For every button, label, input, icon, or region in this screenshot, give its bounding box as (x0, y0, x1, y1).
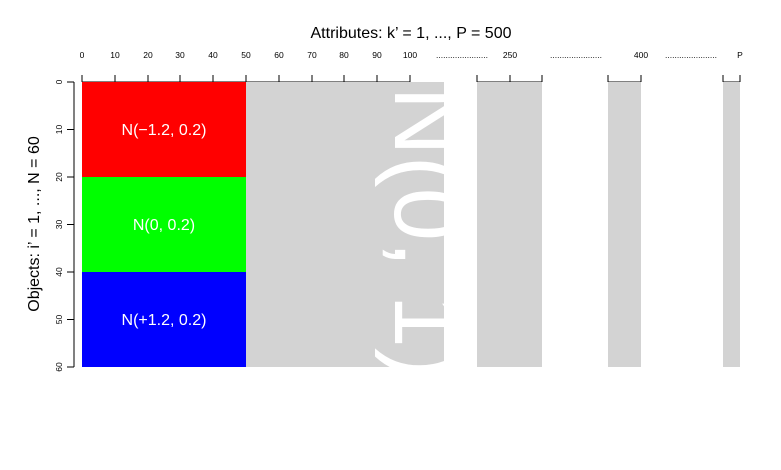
noise-block-250 (477, 82, 542, 367)
left-tick-label: 10 (54, 125, 64, 135)
top-tick-label: 10 (110, 50, 120, 60)
noise-block-p (723, 82, 740, 367)
signal-blocks: N(−1.2, 0.2) N(0, 0.2) N(+1.2, 0.2) (82, 82, 246, 367)
left-tick-label: 30 (54, 220, 64, 230)
signal-block-green-label: N(0, 0.2) (133, 217, 195, 234)
left-tick-label: 40 (54, 267, 64, 277)
top-tick-label: P (737, 50, 743, 60)
top-tick-label: 50 (241, 50, 251, 60)
top-tick-label: 80 (339, 50, 349, 60)
top-tick-label: 100 (403, 50, 417, 60)
left-axis: 0 10 20 30 40 50 60 Objects: i’ = 1, ...… (26, 79, 75, 372)
noise-distribution-label: N(0, 1) (374, 86, 481, 379)
left-tick-label: 20 (54, 172, 64, 182)
top-tick-label: 40 (208, 50, 218, 60)
left-axis-title: Objects: i’ = 1, ..., N = 60 (26, 136, 43, 312)
left-tick-label: 0 (54, 79, 64, 84)
signal-block-blue-label: N(+1.2, 0.2) (122, 312, 207, 329)
top-tick-label: 250 (503, 50, 517, 60)
signal-block-red (82, 82, 246, 177)
top-tick-label: 30 (175, 50, 185, 60)
left-tick-label: 50 (54, 315, 64, 325)
top-axis: 0 10 20 30 40 50 60 70 80 90 100 250 400… (80, 50, 743, 83)
top-tick-label: 400 (634, 50, 648, 60)
top-dots-separator: ...................... (665, 50, 717, 60)
top-tick-label: 0 (80, 50, 85, 60)
left-tick-label: 60 (54, 362, 64, 372)
top-dots-separator: ...................... (550, 50, 602, 60)
top-axis-title: Attributes: k’ = 1, ..., P = 500 (311, 25, 512, 42)
noise-block-400 (608, 82, 641, 367)
top-tick-label: 60 (274, 50, 284, 60)
top-tick-label: 20 (143, 50, 153, 60)
signal-block-green (82, 177, 246, 272)
signal-block-red-label: N(−1.2, 0.2) (122, 122, 207, 139)
top-tick-label: 90 (372, 50, 382, 60)
noise-blocks (246, 82, 740, 367)
top-dots-separator: ...................... (436, 50, 488, 60)
top-tick-label: 70 (307, 50, 317, 60)
signal-block-blue (82, 272, 246, 367)
noise-block-main (246, 82, 444, 367)
